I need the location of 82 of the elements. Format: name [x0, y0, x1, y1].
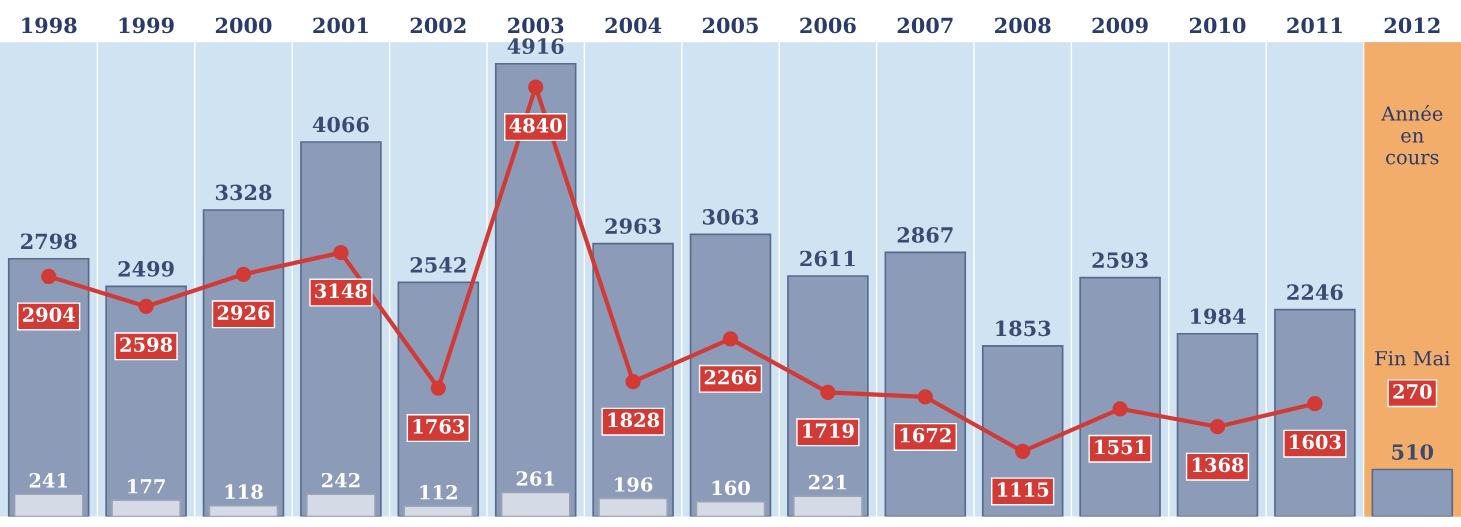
bar — [208, 504, 279, 517]
data-label: 2499 — [118, 260, 174, 277]
bar — [598, 497, 669, 517]
bar — [305, 493, 376, 517]
data-label: 510 — [1392, 444, 1434, 460]
x-tick-label: 2008 — [995, 17, 1051, 34]
data-label: 261 — [516, 471, 555, 486]
data-label: 2246 — [1287, 284, 1343, 301]
data-label: 177 — [128, 478, 165, 494]
point — [41, 268, 57, 285]
data-label: 3148 — [315, 283, 367, 299]
bar — [884, 251, 967, 517]
data-label: 4840 — [509, 118, 562, 133]
bar — [792, 495, 863, 517]
data-label: 1763 — [413, 418, 465, 434]
data-label: 242 — [321, 472, 360, 488]
bar — [500, 491, 571, 517]
data-label: 112 — [420, 484, 457, 500]
point — [235, 266, 252, 282]
point — [430, 380, 446, 396]
data-label: 2798 — [21, 233, 77, 250]
data-label: 2926 — [217, 305, 270, 320]
point — [528, 79, 544, 95]
data-label: 196 — [615, 477, 653, 492]
point — [917, 389, 933, 405]
data-label: 4066 — [312, 116, 369, 133]
annotation: Année en cours — [1381, 105, 1443, 165]
data-label: 1828 — [608, 412, 660, 428]
x-tick-label: 2012 — [1384, 17, 1440, 34]
x-tick-label: 2005 — [702, 17, 758, 34]
x-tick-label: 2000 — [215, 17, 272, 34]
data-label: 160 — [712, 480, 750, 496]
data-label: 2963 — [605, 218, 661, 234]
point — [625, 374, 641, 390]
data-label: 221 — [808, 474, 847, 490]
point — [820, 384, 836, 400]
data-label: 1672 — [900, 427, 951, 443]
data-label: 4916 — [507, 38, 564, 55]
data-label: 2867 — [897, 227, 953, 243]
point — [1015, 443, 1031, 460]
x-tick-label: 2007 — [897, 17, 953, 34]
x-tick-label: 2010 — [1189, 17, 1246, 34]
data-label: 3328 — [215, 184, 272, 201]
point — [722, 331, 739, 347]
data-label: 1603 — [1290, 434, 1341, 450]
point — [138, 298, 154, 315]
bar — [13, 493, 84, 517]
x-tick-label: 2009 — [1092, 17, 1148, 34]
data-label: 1551 — [1095, 439, 1146, 455]
bar — [202, 209, 285, 517]
data-label: 3063 — [702, 209, 759, 225]
data-label: 2266 — [704, 369, 757, 385]
x-tick-label: 1999 — [119, 17, 174, 34]
point — [333, 244, 349, 261]
data-label: 1853 — [996, 320, 1051, 337]
data-label: 1719 — [803, 423, 854, 438]
data-label: 2611 — [800, 250, 855, 267]
data-label: 1984 — [1191, 308, 1246, 325]
x-tick-label: 2001 — [313, 17, 368, 34]
bar — [695, 500, 766, 517]
data-label: 118 — [225, 484, 263, 500]
bar — [111, 499, 182, 517]
x-tick-label: 2003 — [508, 17, 564, 34]
x-tick-label: 2004 — [605, 17, 662, 34]
data-label: 1115 — [998, 482, 1049, 498]
annotation: Fin Mai — [1375, 351, 1450, 366]
point — [1307, 396, 1323, 412]
point — [1209, 419, 1226, 435]
bar — [403, 505, 474, 517]
bar — [1371, 468, 1454, 517]
data-label: 1368 — [1192, 457, 1244, 473]
annotation: 270 — [1393, 384, 1432, 399]
x-tick-label: 2002 — [410, 17, 466, 34]
point — [1112, 401, 1128, 417]
x-tick-label: 2011 — [1287, 17, 1342, 34]
data-label: 2598 — [120, 337, 173, 353]
data-label: 241 — [29, 473, 68, 488]
x-tick-label: 1998 — [22, 17, 77, 34]
data-label: 2542 — [410, 257, 466, 273]
x-tick-label: 2006 — [800, 17, 856, 34]
data-label: 2904 — [22, 307, 75, 323]
data-label: 2593 — [1092, 252, 1148, 269]
